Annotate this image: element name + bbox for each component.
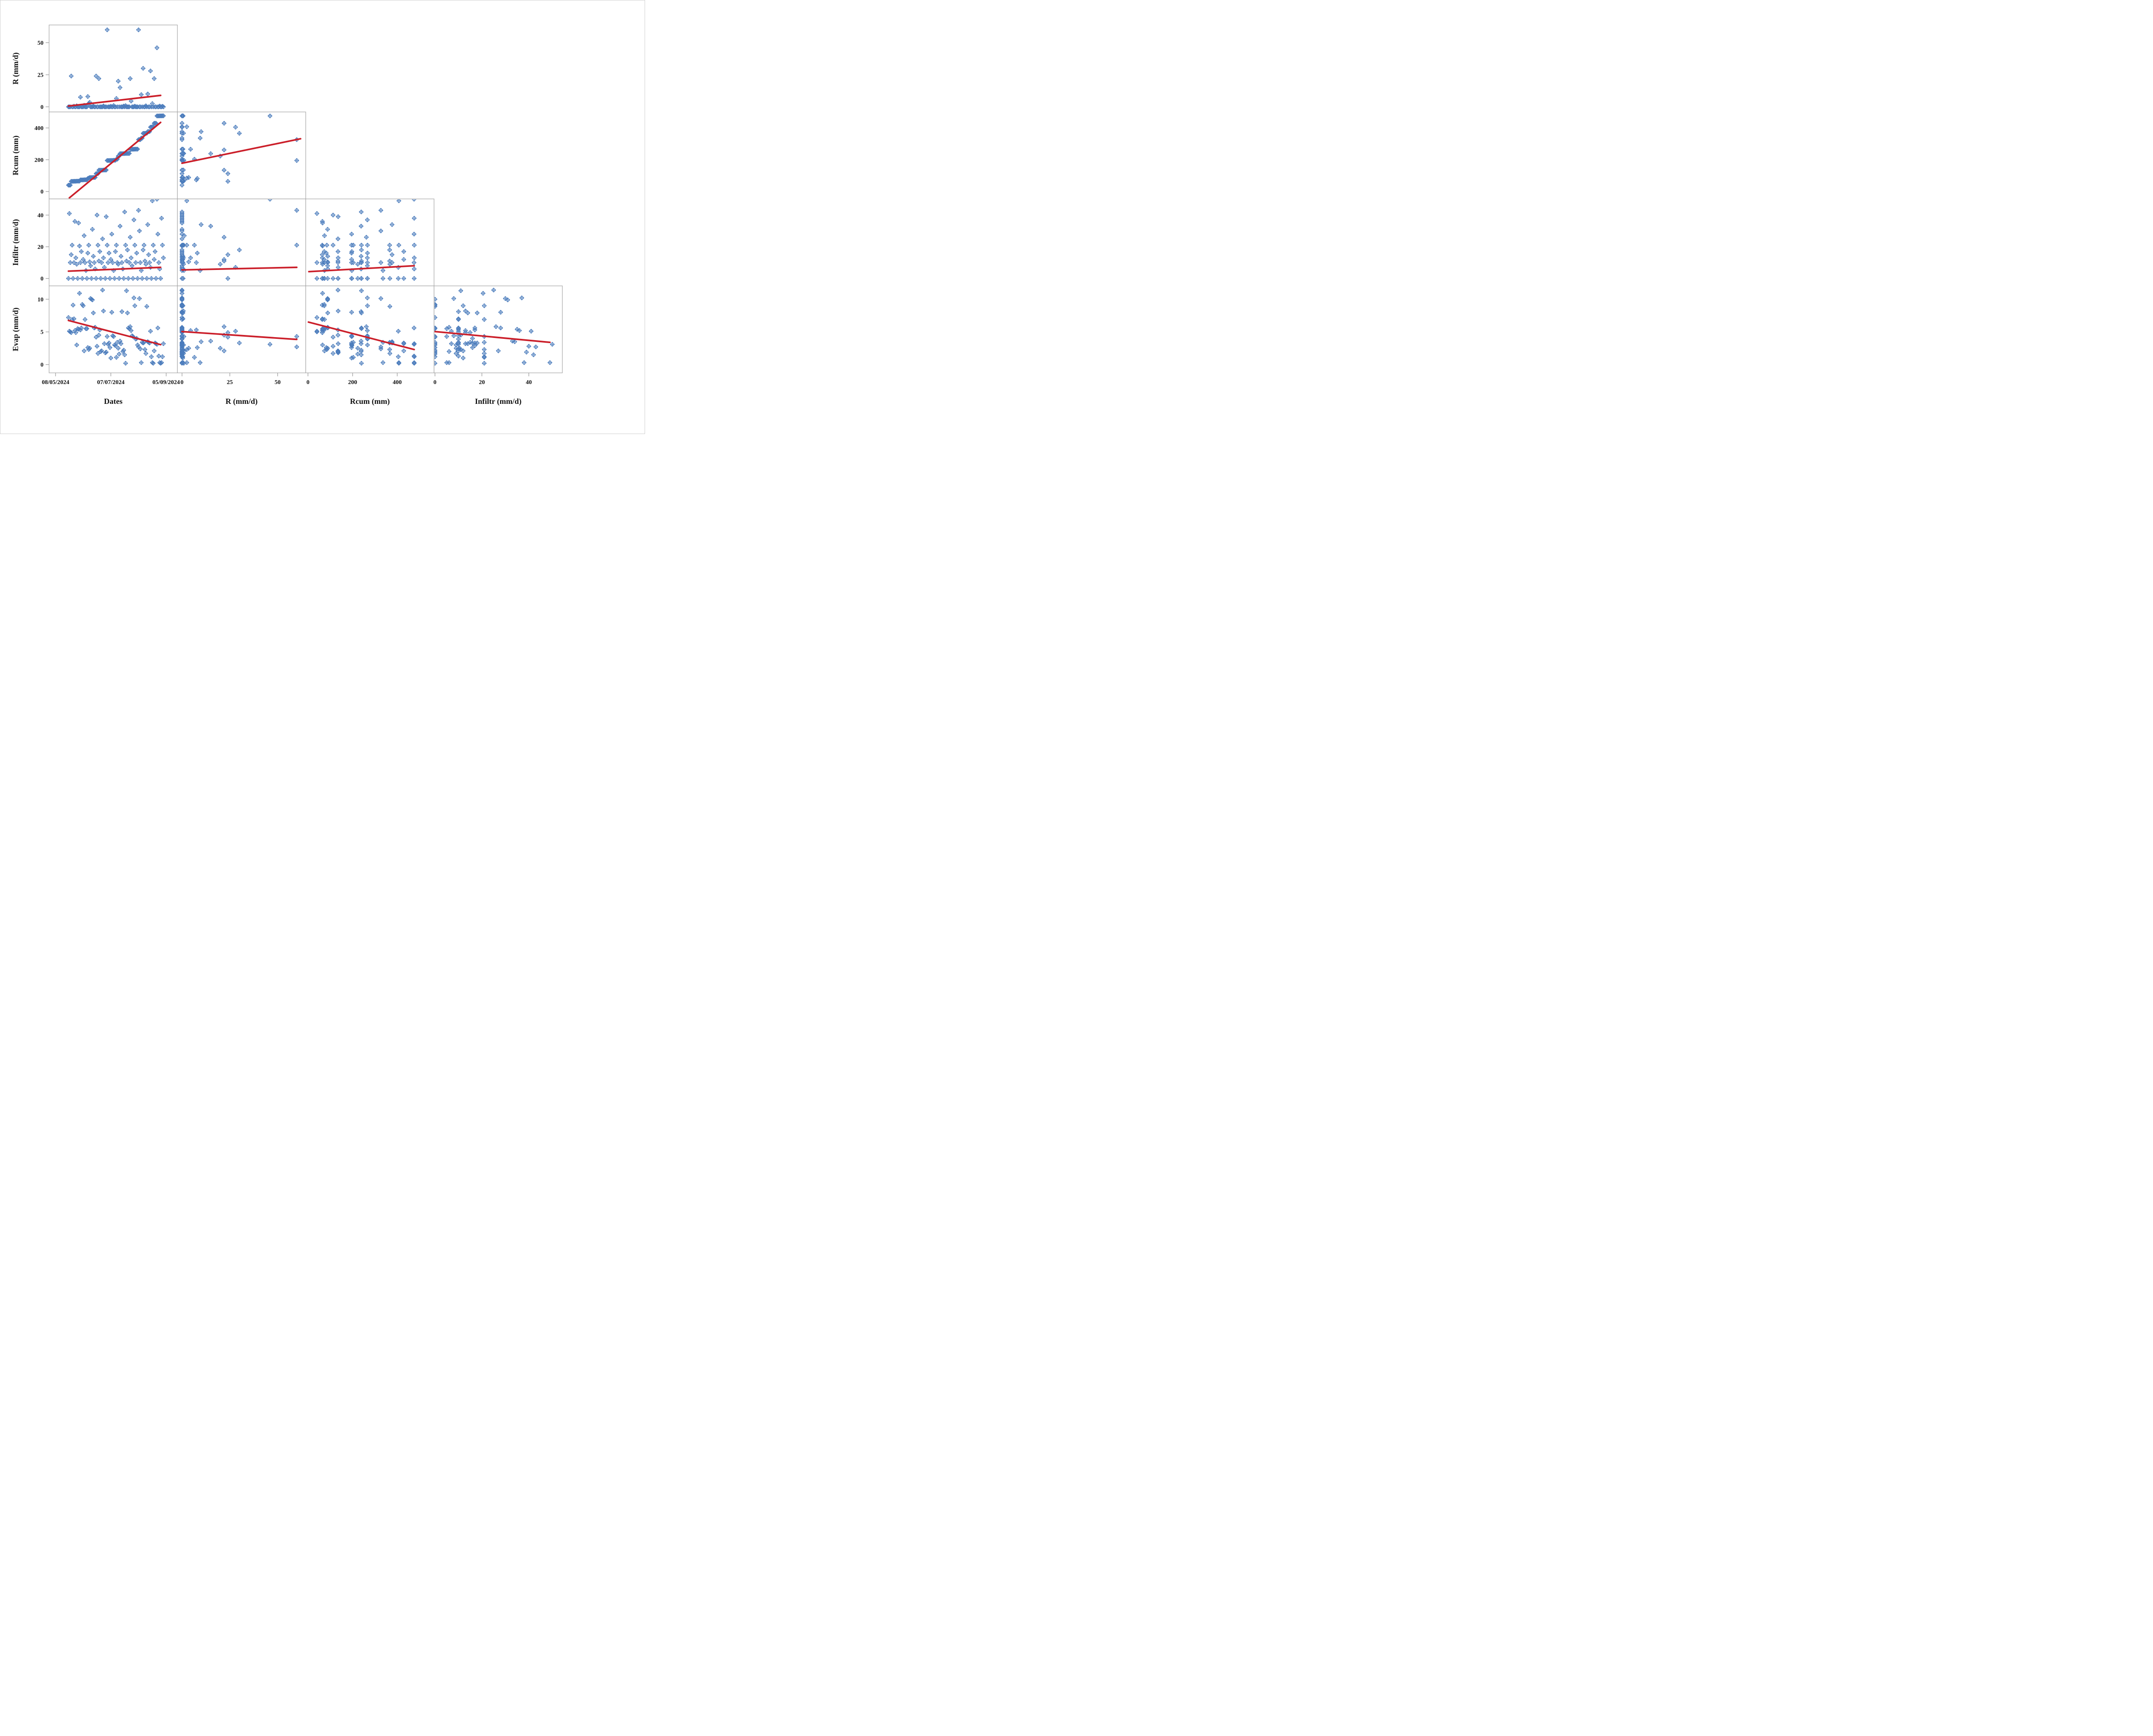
scatter-points	[179, 287, 299, 366]
y-tick-label: 0	[40, 362, 43, 369]
scatter-points	[314, 199, 417, 281]
x-tick-label: 50	[275, 379, 281, 386]
trend-line	[68, 267, 161, 272]
x-tick-label: 0	[307, 379, 310, 386]
x-axis-title: Rcum (mm)	[350, 397, 390, 406]
y-tick-label: 50	[37, 40, 43, 46]
x-tick-label: 05/09/2024	[152, 379, 180, 386]
panel-infiltr-mm-d-vs-r-mm-d	[177, 198, 306, 286]
y-tick-label: 0	[40, 276, 43, 282]
trend-line	[68, 319, 161, 346]
trend-line	[68, 121, 161, 198]
scatterplot-matrix-figure: 0 25 50 R (mm/d) 0 200 400 Rcum (mm) 0 20 40 Infilt…	[0, 0, 645, 434]
trend-line	[434, 331, 551, 344]
panel-evap-mm-d-vs-dates	[49, 285, 178, 373]
y-tick-label: 200	[34, 157, 43, 164]
y-axis-r-mm-d: 0 25 50 R (mm/d)	[11, 40, 49, 111]
figure-border	[0, 0, 645, 434]
panel-evap-mm-d-vs-infiltr-mm-d	[434, 285, 563, 373]
panel-frame	[49, 285, 178, 373]
scatter-points	[179, 199, 299, 281]
y-tick-label: 0	[40, 104, 43, 111]
y-tick-label: 0	[40, 189, 43, 195]
trend-line	[181, 138, 301, 164]
trend-line	[308, 265, 415, 273]
x-tick-label: 08/05/2024	[42, 379, 69, 386]
trend-line	[181, 267, 298, 271]
x-axis-dates: 08/05/2024 07/07/2024 05/09/2024 Dates	[42, 373, 180, 406]
y-axis-title: Infiltr (mm/d)	[11, 219, 20, 266]
panel-frame	[177, 198, 306, 286]
panel-rcum-mm-vs-dates	[49, 112, 178, 199]
panel-infiltr-mm-d-vs-rcum-mm	[305, 198, 434, 286]
y-axis-evap-mm-d: 0 5 10 Evap (mm/d)	[11, 297, 49, 369]
y-tick-label: 20	[37, 244, 43, 251]
y-tick-label: 25	[37, 72, 43, 78]
trend-line	[68, 94, 161, 107]
scatter-points	[66, 287, 166, 366]
panel-frame	[49, 25, 178, 112]
y-axis-title: R (mm/d)	[11, 53, 20, 85]
x-tick-label: 0	[180, 379, 183, 386]
y-axis-title: Rcum (mm)	[11, 136, 20, 175]
x-axis-infiltr-mm-d: 0 20 40 Infiltr (mm/d)	[434, 373, 532, 406]
y-axis-infiltr-mm-d: 0 20 40 Infiltr (mm/d)	[11, 212, 49, 282]
panel-frame	[177, 112, 306, 199]
panel-frame	[305, 198, 434, 286]
y-axis-title: Evap (mm/d)	[11, 307, 20, 351]
y-tick-label: 400	[34, 125, 43, 132]
x-axis-title: Dates	[104, 397, 123, 406]
x-tick-label: 25	[227, 379, 233, 386]
scatter-points	[434, 287, 555, 366]
y-axis-rcum-mm: 0 200 400 Rcum (mm)	[11, 125, 49, 195]
x-tick-label: 20	[479, 379, 485, 386]
scatter-points	[66, 199, 166, 281]
panel-r-mm-d-vs-dates	[49, 25, 178, 112]
panel-frame	[49, 198, 178, 286]
x-tick-label: 0	[434, 379, 437, 386]
trend-line	[307, 321, 415, 350]
panel-frame	[177, 285, 306, 373]
panel-frame	[434, 285, 563, 373]
panel-rcum-mm-vs-r-mm-d	[177, 112, 306, 199]
panel-evap-mm-d-vs-rcum-mm	[305, 285, 434, 373]
x-axis-title: R (mm/d)	[226, 397, 258, 406]
y-tick-label: 5	[40, 329, 43, 336]
x-tick-label: 40	[526, 379, 532, 386]
x-tick-label: 200	[348, 379, 357, 386]
x-axis-r-mm-d: 0 25 50 R (mm/d)	[180, 373, 281, 406]
x-tick-label: 400	[393, 379, 402, 386]
x-axis-title: Infiltr (mm/d)	[475, 397, 521, 406]
y-tick-label: 40	[37, 212, 43, 219]
panel-evap-mm-d-vs-r-mm-d	[177, 285, 306, 373]
panel-infiltr-mm-d-vs-dates	[49, 198, 178, 286]
trend-line	[181, 331, 298, 341]
x-tick-label: 07/07/2024	[97, 379, 125, 386]
y-tick-label: 10	[37, 297, 43, 303]
x-axis-rcum-mm: 0 200 400 Rcum (mm)	[307, 373, 402, 406]
